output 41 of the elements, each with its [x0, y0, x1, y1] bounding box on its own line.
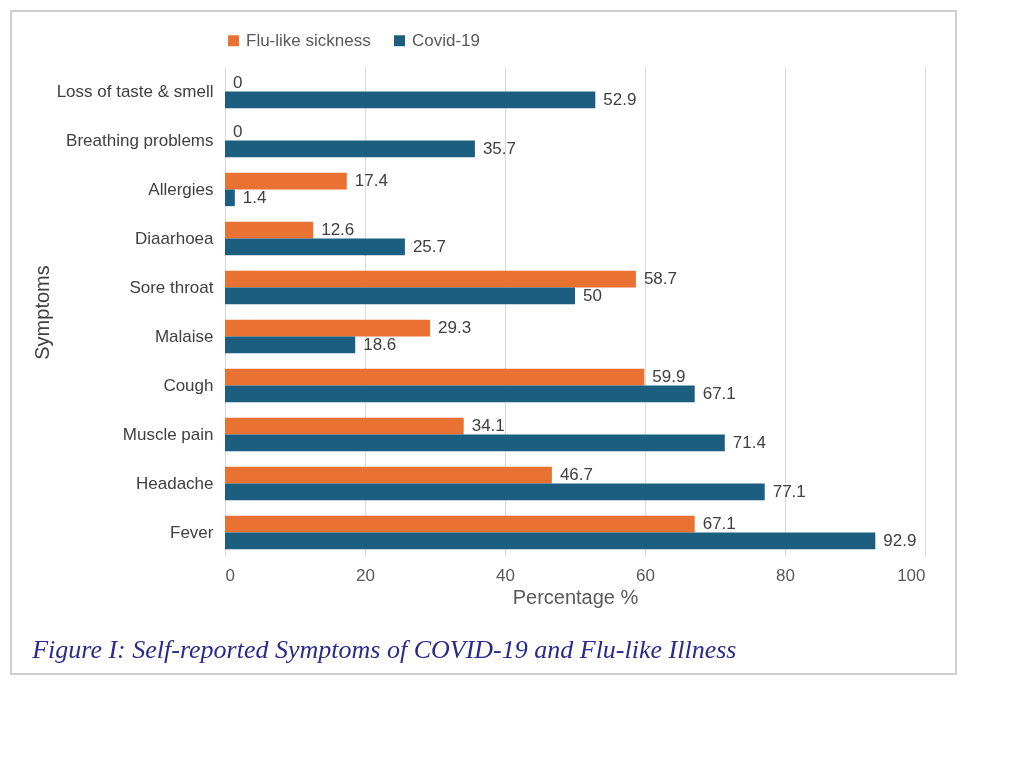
data-label: 17.4 — [354, 171, 388, 191]
data-label: 0 — [233, 73, 243, 93]
y-tick-label: Allergies — [148, 179, 214, 199]
x-tick-label: 60 — [636, 565, 655, 585]
text: Figure I: Self-reported Symptoms of COVID-19 and Flu-like Illness — [31, 635, 737, 664]
y-tick-label: Sore throat — [129, 277, 214, 297]
data-label: 0 — [233, 122, 243, 142]
data-label: 67.1 — [702, 514, 736, 534]
data-label: 46.7 — [559, 465, 593, 485]
data-label: 12.6 — [321, 220, 355, 240]
data-label: 18.6 — [363, 334, 397, 354]
data-label: 92.9 — [883, 530, 917, 550]
legend-label: Flu-like sickness — [246, 30, 371, 50]
data-label: 29.3 — [438, 318, 472, 338]
y-tick-label: Malaise — [154, 326, 214, 346]
x-tick-label: 80 — [776, 565, 795, 585]
x-tick-label: 100 — [897, 565, 926, 585]
x-tick-label: 40 — [496, 565, 515, 585]
x-axis-title: Percentage % — [512, 585, 639, 608]
data-label: 35.7 — [482, 138, 516, 158]
data-label: 52.9 — [603, 89, 637, 109]
y-tick-label: Diaarhoea — [135, 228, 215, 248]
data-label: 50 — [583, 285, 602, 305]
y-tick-label: Muscle pain — [122, 424, 214, 444]
y-axis-title: Symptoms — [30, 265, 53, 360]
data-label: 34.1 — [471, 416, 505, 436]
x-tick-label: 20 — [356, 565, 375, 585]
data-label: 77.1 — [772, 481, 806, 501]
y-tick-label: Headache — [135, 473, 214, 493]
y-tick-label: Cough — [163, 375, 214, 395]
data-label: 58.7 — [643, 269, 677, 289]
y-tick-label: Breathing problems — [66, 130, 214, 150]
data-label: 1.4 — [242, 187, 267, 207]
y-tick-label: Fever — [170, 522, 214, 542]
data-label: 25.7 — [412, 236, 446, 256]
y-tick-label: Loss of taste & smell — [56, 81, 214, 101]
data-label: 67.1 — [702, 383, 736, 403]
data-label: 71.4 — [732, 432, 766, 452]
data-label: 59.9 — [652, 367, 686, 387]
legend-label: Covid-19 — [412, 30, 481, 50]
x-tick-label: 0 — [225, 565, 235, 585]
